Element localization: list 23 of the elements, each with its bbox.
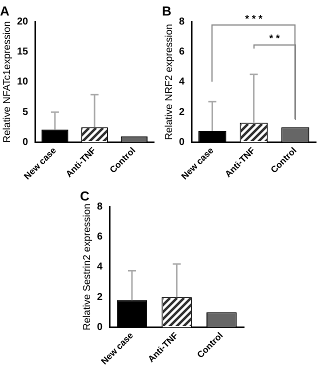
y-axis-title: Relative NRF2 expression	[164, 24, 175, 140]
y-tick-label: 6	[179, 46, 185, 58]
y-axis-title: Relative Sestrin2 expression	[82, 204, 93, 330]
chart-title: B	[162, 3, 172, 18]
y-tick-label: 0	[179, 137, 185, 148]
y-tick-label: 0	[97, 322, 103, 334]
y-tick-label: 2	[179, 106, 185, 118]
y-tick-label: 20	[17, 16, 29, 28]
y-axis-title: Relative NFATc1expression	[2, 21, 13, 143]
y-tick-label: 10	[17, 76, 29, 88]
chart-title: A	[0, 3, 10, 18]
y-tick-label: 5	[22, 106, 29, 118]
annotation: * * *	[245, 14, 263, 25]
chart-title: C	[80, 188, 90, 204]
annotation: * *	[269, 33, 280, 44]
y-tick-label: 6	[97, 232, 103, 243]
y-tick-label: 0	[22, 137, 29, 148]
y-tick-label: 15	[17, 46, 29, 58]
y-tick-label: 8	[97, 201, 103, 212]
y-tick-label: 8	[179, 16, 185, 28]
y-tick-label: 2	[97, 292, 103, 303]
y-tick-label: 4	[179, 76, 185, 88]
y-tick-label: 4	[97, 262, 103, 273]
